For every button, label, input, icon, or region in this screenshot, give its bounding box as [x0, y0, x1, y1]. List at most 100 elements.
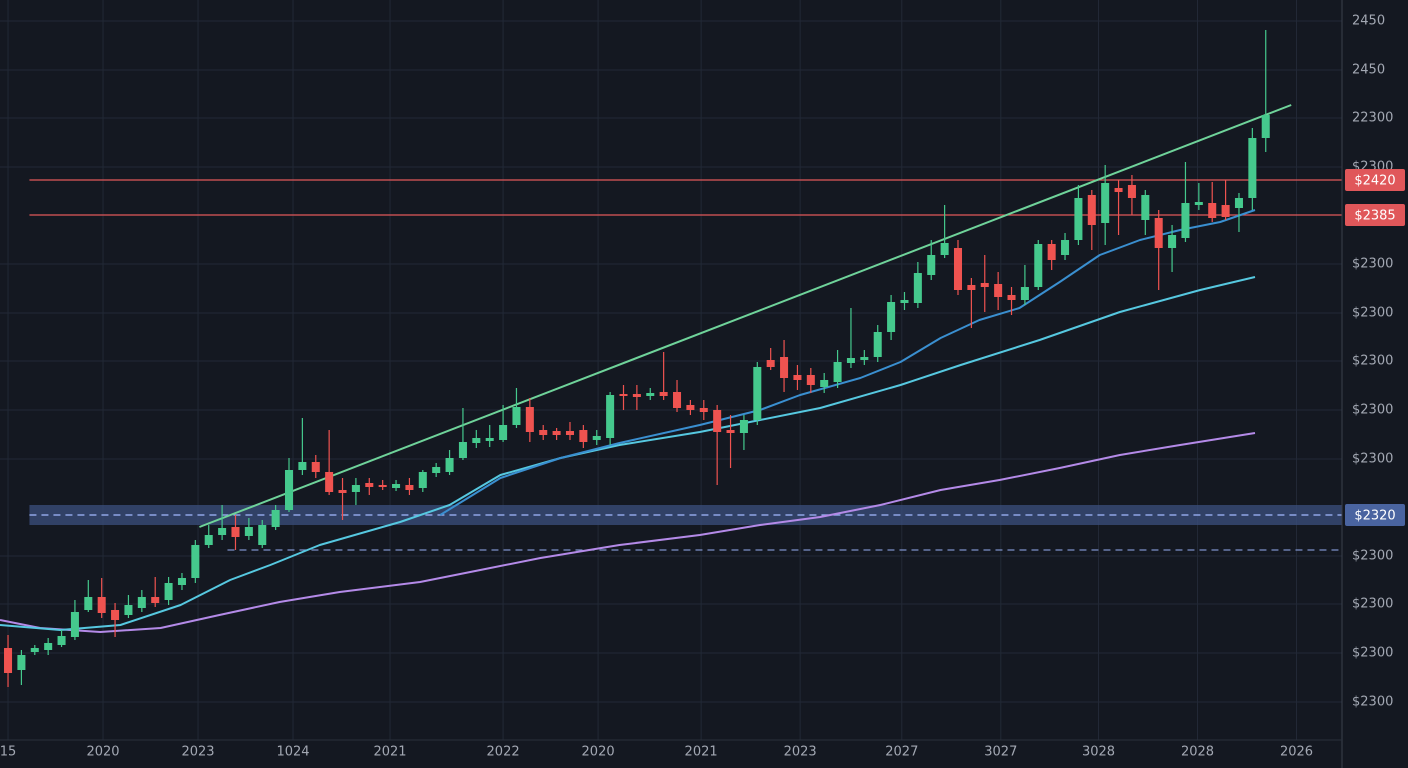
- candle-body: [994, 284, 1003, 297]
- candle-body: [97, 597, 106, 613]
- x-tick-label: 2021: [373, 745, 406, 760]
- candle-body: [218, 528, 227, 535]
- candle-body: [953, 248, 963, 290]
- lines: [0, 104, 1292, 633]
- candle-body: [244, 527, 253, 536]
- x-tick-label: 2020: [582, 745, 615, 760]
- y-tick-label: $2300: [1352, 597, 1393, 612]
- candle-body: [325, 472, 334, 492]
- y-tick-label: $2300: [1352, 549, 1393, 564]
- candle-body: [70, 612, 79, 637]
- candle-body: [646, 393, 655, 396]
- y-tick-label: 2450: [1352, 14, 1385, 29]
- x-tick-label: 3027: [984, 745, 1017, 760]
- candle-body: [1101, 183, 1110, 223]
- candle-body: [726, 430, 735, 433]
- candle-body: [485, 438, 494, 441]
- candle-body: [1034, 244, 1043, 287]
- candle-body: [378, 485, 387, 487]
- candle-body: [1208, 203, 1217, 218]
- candle-body: [1114, 188, 1123, 192]
- candle-body: [913, 273, 922, 303]
- candle-body: [351, 485, 360, 492]
- candle-body: [552, 431, 561, 435]
- candle-body: [940, 243, 949, 255]
- x-tick-label: 15: [0, 745, 16, 760]
- candle-body: [525, 407, 534, 432]
- y-tick-label: 2450: [1352, 63, 1385, 78]
- candle-body: [298, 462, 307, 470]
- candle-body: [833, 362, 842, 382]
- candle-body: [619, 394, 628, 396]
- candle-body: [1020, 287, 1029, 300]
- indicator-line: [0, 432, 1256, 633]
- candle-body: [512, 407, 521, 425]
- price-badge: [1345, 504, 1405, 526]
- y-tick-label: 22300: [1352, 111, 1393, 126]
- y-tick-label: $2300: [1352, 354, 1393, 369]
- x-tick-label: 2023: [181, 745, 214, 760]
- x-tick-label: 2021: [685, 745, 718, 760]
- price-badge: [1345, 204, 1405, 226]
- candle-body: [1194, 202, 1203, 205]
- candle-body: [846, 358, 855, 363]
- candle-body: [887, 302, 896, 332]
- candle-body: [873, 332, 882, 357]
- candle-body: [860, 357, 869, 360]
- candle-body: [231, 527, 240, 537]
- y-tick-label: $2300: [1352, 695, 1393, 710]
- candle-body: [592, 436, 601, 440]
- candle-body: [686, 405, 695, 410]
- candle-body: [1168, 235, 1177, 248]
- candle-body: [164, 583, 173, 600]
- x-tick-label: 1024: [276, 745, 309, 760]
- candle-body: [820, 380, 829, 387]
- candle-body: [17, 655, 26, 670]
- candle-body: [432, 467, 441, 473]
- candle-body: [766, 360, 775, 367]
- candle-body: [699, 408, 708, 412]
- candle-body: [338, 490, 347, 493]
- candle-body: [780, 357, 789, 378]
- candle-body: [458, 442, 467, 458]
- candle-body: [806, 375, 815, 385]
- candle-body: [1154, 218, 1163, 248]
- indicator-line: [199, 104, 1292, 528]
- x-tick-label: 2027: [885, 745, 918, 760]
- candle-body: [57, 636, 66, 645]
- candle-body: [579, 430, 588, 442]
- candle-body: [539, 430, 548, 435]
- candle-body: [1221, 205, 1230, 217]
- y-tick-label: $2300: [1352, 257, 1393, 272]
- candle-body: [284, 470, 294, 510]
- candle-body: [311, 462, 320, 472]
- price-badge-label: $2420: [1354, 174, 1395, 189]
- candle-body: [177, 578, 186, 585]
- y-tick-label: $2300: [1352, 403, 1393, 418]
- candle-body: [673, 392, 682, 408]
- candle-body: [84, 597, 93, 610]
- candle-body: [151, 597, 160, 603]
- candle-body: [900, 300, 909, 303]
- candle-body: [124, 605, 133, 615]
- candle-body: [739, 420, 748, 433]
- candle-body: [365, 483, 374, 487]
- y-tick-label: $2300: [1352, 646, 1393, 661]
- candle-body: [4, 648, 13, 673]
- candle-body: [1181, 203, 1190, 238]
- candles: [4, 30, 1270, 687]
- candle-body: [1007, 295, 1016, 300]
- candle-body: [271, 510, 280, 527]
- candle-body: [1061, 240, 1070, 255]
- candle-body: [1234, 198, 1243, 208]
- price-badge-label: $2320: [1354, 509, 1395, 524]
- candle-body: [927, 255, 936, 275]
- candle-body: [1087, 195, 1096, 225]
- candle-body: [191, 545, 200, 578]
- candle-body: [445, 458, 454, 472]
- candle-body: [713, 410, 722, 432]
- candle-body: [111, 610, 120, 620]
